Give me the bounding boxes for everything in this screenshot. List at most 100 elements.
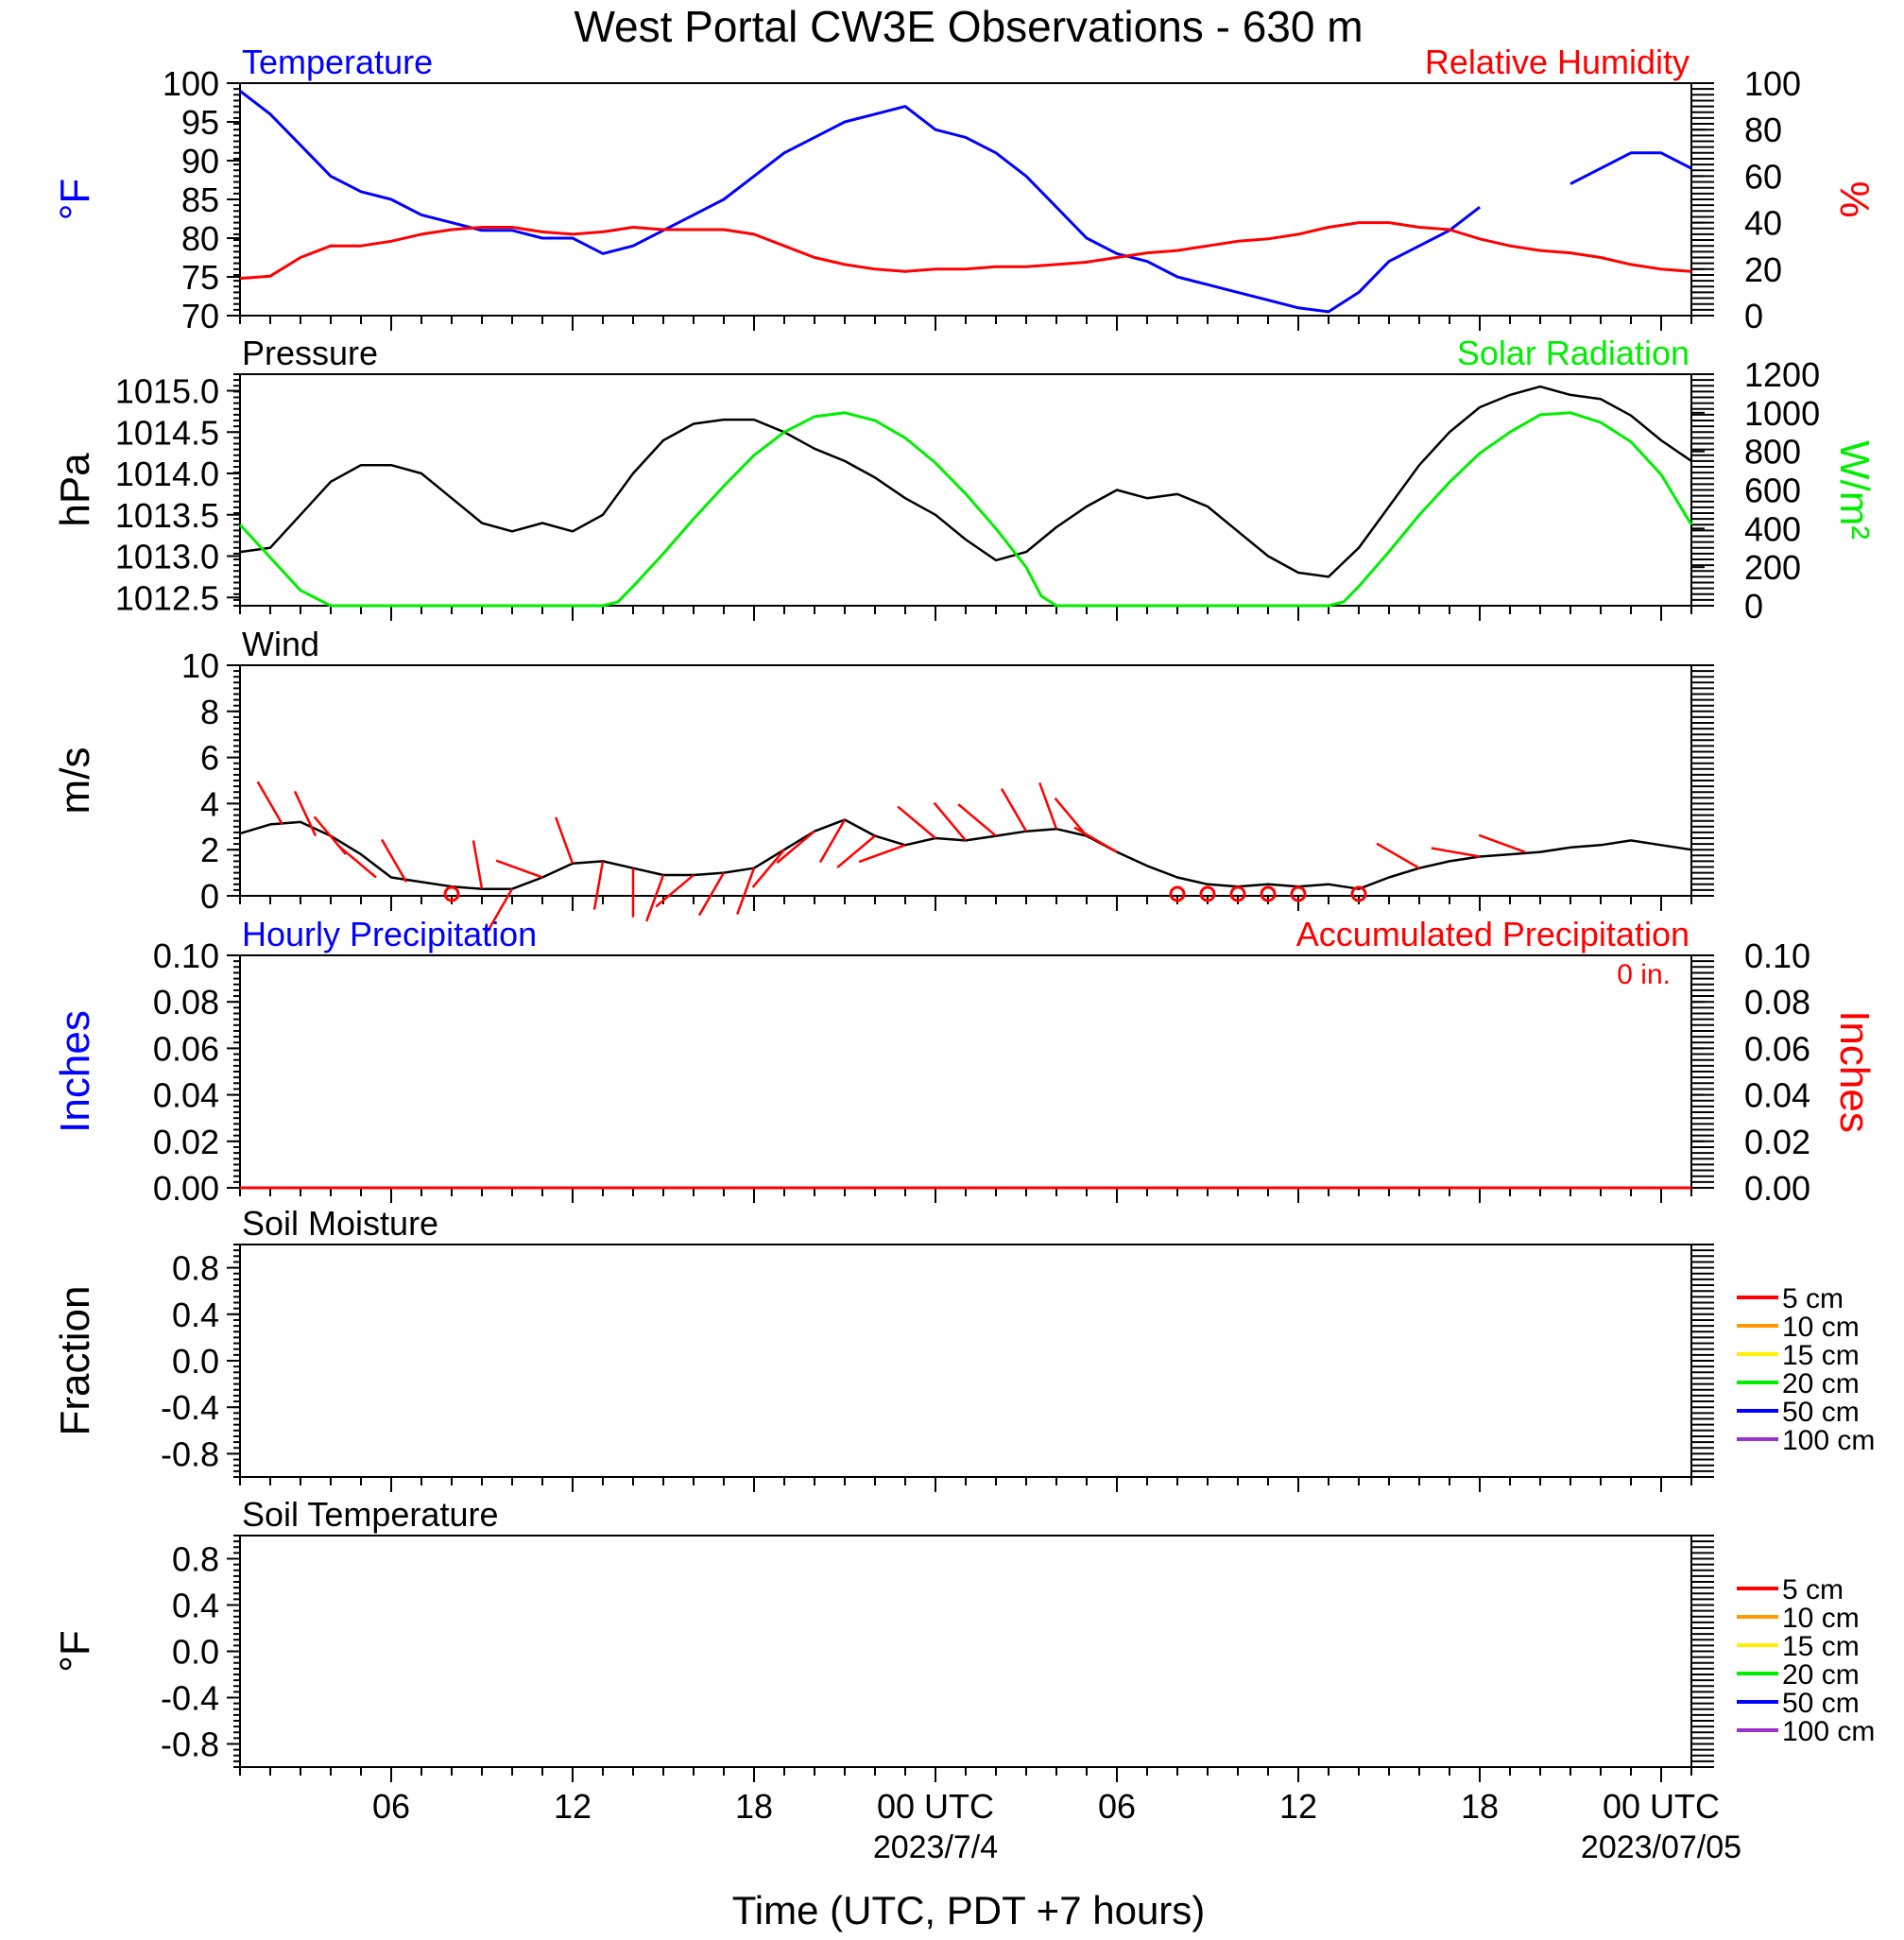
- y-right-tick-label: 1200: [1744, 355, 1820, 394]
- legend-label: 100 cm: [1782, 1425, 1875, 1456]
- wind-barb: [1038, 781, 1058, 830]
- legend-label: 15 cm: [1782, 1631, 1860, 1662]
- y-right-tick-label: 20: [1744, 250, 1782, 289]
- wind-barb: [293, 790, 317, 837]
- wind-barb: [897, 805, 936, 839]
- panel-frame: [239, 373, 1692, 607]
- wind-barb: [1376, 842, 1420, 869]
- y-left-tick-label: 1012.5: [115, 578, 219, 617]
- wind-barb: [697, 871, 726, 917]
- y-right-tick-label: 0.02: [1744, 1123, 1810, 1161]
- wind-barb: [592, 861, 605, 910]
- x-tick-label: 06: [372, 1787, 410, 1826]
- y-left-tick-label: 0: [200, 877, 219, 916]
- y-left-axis-label: °F: [52, 179, 98, 220]
- wind-barb: [751, 849, 785, 888]
- wind-barb: [655, 874, 695, 908]
- y-left-axis-label: hPa: [52, 453, 98, 527]
- y-left-tick-label: 95: [181, 103, 219, 142]
- y-right-tick-label: 0.04: [1744, 1076, 1810, 1115]
- wind-barb: [818, 818, 847, 864]
- legend-label: 5 cm: [1782, 1283, 1844, 1314]
- y-left-axis-label: °F: [52, 1630, 98, 1672]
- panel-3: 0 2 4 6 8 10 Wind m/s: [52, 625, 1714, 933]
- series-temperature: [239, 90, 1692, 314]
- series-solar-radiation: [238, 411, 1693, 608]
- y-right-tick-label: 200: [1744, 548, 1801, 587]
- wind-calm-marker: [1229, 885, 1246, 902]
- series-relative-humidity: [239, 221, 1692, 281]
- y-left-tick-label: 1013.5: [115, 496, 219, 535]
- wind-barb: [645, 874, 665, 922]
- y-right-tick-label: 0.06: [1744, 1029, 1810, 1068]
- x-axis-label: Time (UTC, PDT +7 hours): [732, 1888, 1206, 1932]
- y-right-tick-label: 0: [1744, 297, 1763, 335]
- x-tick-label: 12: [554, 1787, 592, 1826]
- y-left-tick-label: 0.00: [153, 1169, 219, 1208]
- y-left-tick-label: -0.8: [161, 1725, 219, 1764]
- y-left-tick-label: 6: [200, 739, 219, 778]
- wind-barb: [472, 840, 484, 889]
- y-left-tick-label: 10: [181, 646, 219, 685]
- wind-barb: [933, 801, 967, 842]
- wind-barb: [957, 803, 997, 837]
- wind-barb: [1073, 826, 1118, 853]
- y-left-tick-label: 80: [181, 219, 219, 258]
- accumulated-total-label: 0 in.: [1617, 959, 1671, 990]
- wind-barb: [495, 859, 543, 879]
- y-left-tick-label: 75: [181, 258, 219, 297]
- y-left-tick-label: -0.4: [161, 1388, 219, 1427]
- wind-barb: [858, 844, 906, 864]
- y-left-tick-label: -0.8: [161, 1434, 219, 1473]
- panel-frame: [239, 1244, 1692, 1478]
- wind-barb: [486, 888, 514, 933]
- wind-barb: [555, 816, 575, 865]
- wind-barb: [1054, 797, 1088, 837]
- y-right-tick-label: 400: [1744, 509, 1801, 548]
- panel-left-title: Pressure: [242, 334, 378, 372]
- y-right-tick-label: 80: [1744, 111, 1782, 149]
- y-left-tick-label: 8: [200, 693, 219, 731]
- x-date-label: 2023/07/05: [1581, 1829, 1741, 1865]
- y-left-tick-label: 0.4: [172, 1587, 219, 1625]
- legend-label: 10 cm: [1782, 1603, 1860, 1634]
- y-left-tick-label: 0.8: [172, 1540, 219, 1579]
- y-left-tick-label: 2: [200, 831, 219, 869]
- wind-barb: [736, 867, 756, 916]
- y-left-tick-label: -0.4: [161, 1679, 219, 1718]
- y-left-tick-label: 0.8: [172, 1249, 219, 1288]
- y-right-tick-label: 40: [1744, 204, 1782, 243]
- wind-barb: [380, 838, 408, 883]
- y-left-tick-label: 70: [181, 297, 219, 335]
- y-left-tick-label: 1013.0: [115, 538, 219, 576]
- wind-barb: [1431, 847, 1481, 858]
- x-date-label: 2023/7/4: [873, 1829, 998, 1865]
- y-left-tick-label: 0.02: [153, 1123, 219, 1161]
- x-tick-label: 18: [735, 1787, 773, 1826]
- y-right-tick-label: 800: [1744, 433, 1801, 472]
- y-left-tick-label: 1014.5: [115, 413, 219, 452]
- y-left-tick-label: 0.08: [153, 983, 219, 1022]
- series-wind: [239, 818, 1692, 890]
- wind-calm-marker: [1199, 885, 1216, 902]
- y-right-tick-label: 0.00: [1744, 1169, 1810, 1208]
- y-right-tick-label: 0.08: [1744, 983, 1810, 1022]
- y-right-axis-label: Inches: [1831, 1010, 1878, 1133]
- y-left-tick-label: 0.4: [172, 1296, 219, 1334]
- legend-label: 10 cm: [1782, 1312, 1860, 1343]
- x-tick-label: 00 UTC: [1603, 1787, 1720, 1826]
- y-left-tick-label: 0.04: [153, 1076, 219, 1115]
- y-right-tick-label: 0: [1744, 587, 1763, 626]
- wind-calm-marker: [1260, 885, 1277, 902]
- wind-calm-marker: [1169, 885, 1186, 902]
- series-pressure: [239, 385, 1692, 578]
- y-right-axis-label: %: [1831, 180, 1878, 217]
- y-left-tick-label: 85: [181, 180, 219, 219]
- panel-frame: [239, 82, 1692, 317]
- legend-label: 100 cm: [1782, 1716, 1875, 1747]
- legend-label: 20 cm: [1782, 1368, 1860, 1399]
- chart-title: West Portal CW3E Observations - 630 m: [574, 2, 1363, 51]
